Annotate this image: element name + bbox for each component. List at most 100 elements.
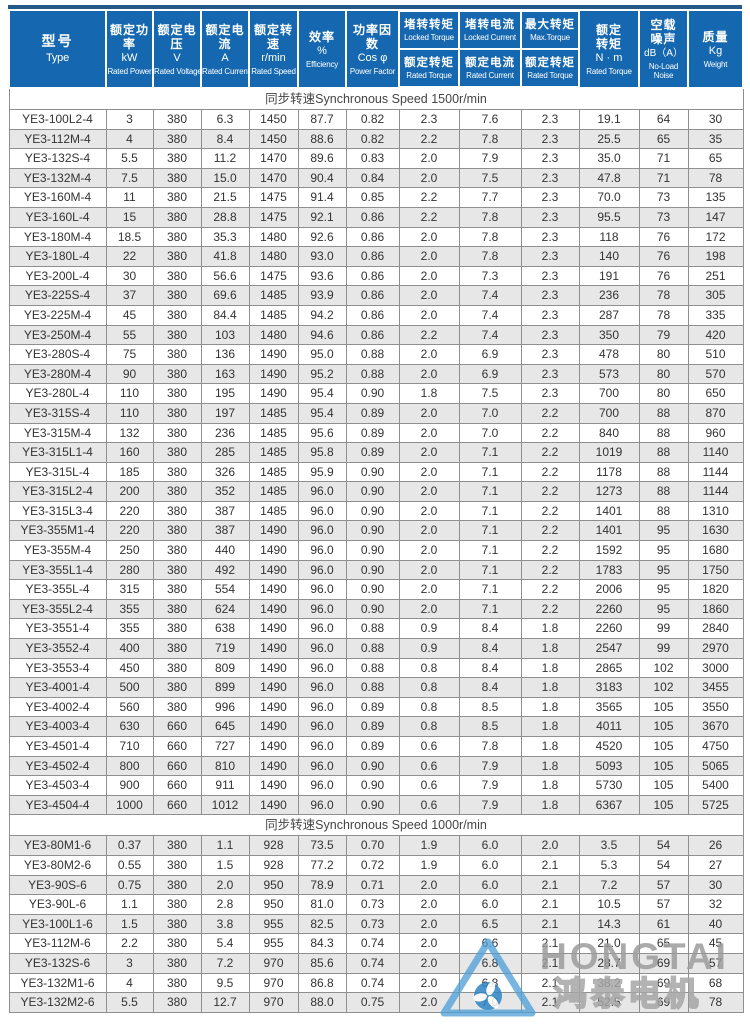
model-cell: YE3-315L-4 xyxy=(8,461,107,483)
value-cell: 1019 xyxy=(578,442,640,463)
value-cell: 380 xyxy=(152,696,202,718)
value-cell: 95.9 xyxy=(297,461,347,483)
model-cell: YE3-132M-4 xyxy=(8,167,107,189)
value-cell: 6.9 xyxy=(458,363,522,385)
col-header-weight: 质量 Kg Weight xyxy=(687,9,744,89)
value-cell: 105 xyxy=(638,775,689,796)
value-cell: 0.89 xyxy=(345,716,400,737)
value-cell: 7.1 xyxy=(458,598,522,620)
value-cell: 2.0 xyxy=(398,344,460,365)
value-cell: 69.6 xyxy=(200,285,250,306)
value-cell: 6.6 xyxy=(458,933,522,954)
table-header: 型号 Type 额定功率 kW Rated Power 额定电压 V Rated… xyxy=(8,9,744,89)
value-cell: 0.90 xyxy=(345,598,400,620)
header-zh: 额定 xyxy=(595,22,622,37)
value-cell: 387 xyxy=(200,500,250,522)
value-cell: 37 xyxy=(105,285,154,306)
value-cell: 135 xyxy=(687,187,744,208)
value-cell: 5.4 xyxy=(200,933,250,954)
value-cell: 0.55 xyxy=(105,854,154,876)
model-cell: YE3-280L-4 xyxy=(8,383,107,404)
table-row: YE3-355L-4 315 380 554 1490 96.0 0.90 2.0 7.1 2.2… xyxy=(8,579,744,600)
value-cell: 2.0 xyxy=(398,992,460,1013)
value-cell: 700 xyxy=(578,383,640,404)
value-cell: 7.2 xyxy=(200,952,250,974)
value-cell: 0.84 xyxy=(345,167,400,189)
value-cell: 118 xyxy=(578,226,640,248)
value-cell: 380 xyxy=(152,638,202,659)
value-cell: 1470 xyxy=(248,148,299,169)
value-cell: 6.5 xyxy=(458,913,522,935)
value-cell: 0.88 xyxy=(345,657,400,679)
value-cell: 28.8 xyxy=(200,206,250,228)
value-cell: 7.3 xyxy=(458,265,522,287)
table-row: YE3-250M-4 55 380 103 1480 94.6 0.86 2.2 7.4 2.3 3… xyxy=(8,324,744,346)
value-cell: 2260 xyxy=(578,618,640,640)
value-cell: 95 xyxy=(638,520,689,542)
value-cell: 355 xyxy=(105,598,154,620)
value-cell: 88 xyxy=(638,402,689,424)
value-cell: 380 xyxy=(152,952,202,974)
value-cell: 380 xyxy=(152,324,202,346)
model-cell: YE3-315M-4 xyxy=(8,422,107,444)
col-header-power-factor: 功率因数 Cos φ Power Factor xyxy=(345,9,400,89)
value-cell: 1490 xyxy=(248,736,299,757)
col-header-rated-current: 额定电流 A Rated Current xyxy=(200,9,250,89)
value-cell: 96.0 xyxy=(297,677,347,698)
value-cell: 69 xyxy=(638,992,689,1013)
header-en: Locked Torque xyxy=(404,32,454,42)
value-cell: 1.8 xyxy=(520,638,580,659)
value-cell: 78 xyxy=(638,285,689,306)
value-cell: 96.0 xyxy=(297,598,347,620)
value-cell: 96.0 xyxy=(297,618,347,640)
value-cell: 0.72 xyxy=(345,854,400,876)
value-cell: 2865 xyxy=(578,657,640,679)
header-zh: 空载 xyxy=(650,18,677,32)
header-zh: 额定功率 xyxy=(109,22,149,51)
value-cell: 1490 xyxy=(248,794,299,816)
value-cell: 380 xyxy=(152,167,202,189)
value-cell: 2970 xyxy=(687,638,744,659)
header-en: Rated Current xyxy=(466,70,514,80)
model-cell: YE3-160L-4 xyxy=(8,206,107,228)
value-cell: 163 xyxy=(200,363,250,385)
value-cell: 380 xyxy=(152,442,202,463)
table-row: YE3-100L1-6 1.5 380 3.8 955 82.5 0.73 2.0 6.5 2.1… xyxy=(8,913,744,935)
value-cell: 1273 xyxy=(578,481,640,502)
value-cell: 251 xyxy=(687,265,744,287)
value-cell: 95.6 xyxy=(297,422,347,444)
value-cell: 970 xyxy=(248,992,299,1013)
value-cell: 80 xyxy=(638,344,689,365)
value-cell: 0.73 xyxy=(345,913,400,935)
value-cell: 96.0 xyxy=(297,736,347,757)
value-cell: 6.0 xyxy=(458,894,522,915)
value-cell: 5.5 xyxy=(105,992,154,1013)
value-cell: 1.1 xyxy=(200,835,250,856)
value-cell: 95.8 xyxy=(297,442,347,463)
model-cell: YE3-250M-4 xyxy=(8,324,107,346)
value-cell: 380 xyxy=(152,677,202,698)
value-cell: 1450 xyxy=(248,109,299,130)
value-cell: 1012 xyxy=(200,794,250,816)
value-cell: 96.0 xyxy=(297,794,347,816)
value-cell: 32 xyxy=(687,894,744,915)
model-cell: YE3-280M-4 xyxy=(8,363,107,385)
header-zh: 额定转速 xyxy=(253,22,293,51)
value-cell: 3670 xyxy=(687,716,744,737)
value-cell: 88 xyxy=(638,461,689,483)
value-cell: 380 xyxy=(152,933,202,954)
table-row: YE3-315L1-4 160 380 285 1485 95.8 0.89 2.0 7.1 2.… xyxy=(8,442,744,463)
value-cell: 809 xyxy=(200,657,250,679)
value-cell: 1485 xyxy=(248,285,299,306)
table-row: YE3-4504-4 1000 660 1012 1490 96.0 0.90 0.6 7.9 1… xyxy=(8,794,744,816)
value-cell: 3455 xyxy=(687,677,744,698)
value-cell: 380 xyxy=(152,500,202,522)
value-cell: 73.5 xyxy=(297,835,347,856)
value-cell: 18.5 xyxy=(105,226,154,248)
value-cell: 160 xyxy=(105,442,154,463)
value-cell: 380 xyxy=(152,854,202,876)
value-cell: 950 xyxy=(248,874,299,896)
value-cell: 1450 xyxy=(248,128,299,150)
value-cell: 380 xyxy=(152,835,202,856)
value-cell: 0.75 xyxy=(105,874,154,896)
